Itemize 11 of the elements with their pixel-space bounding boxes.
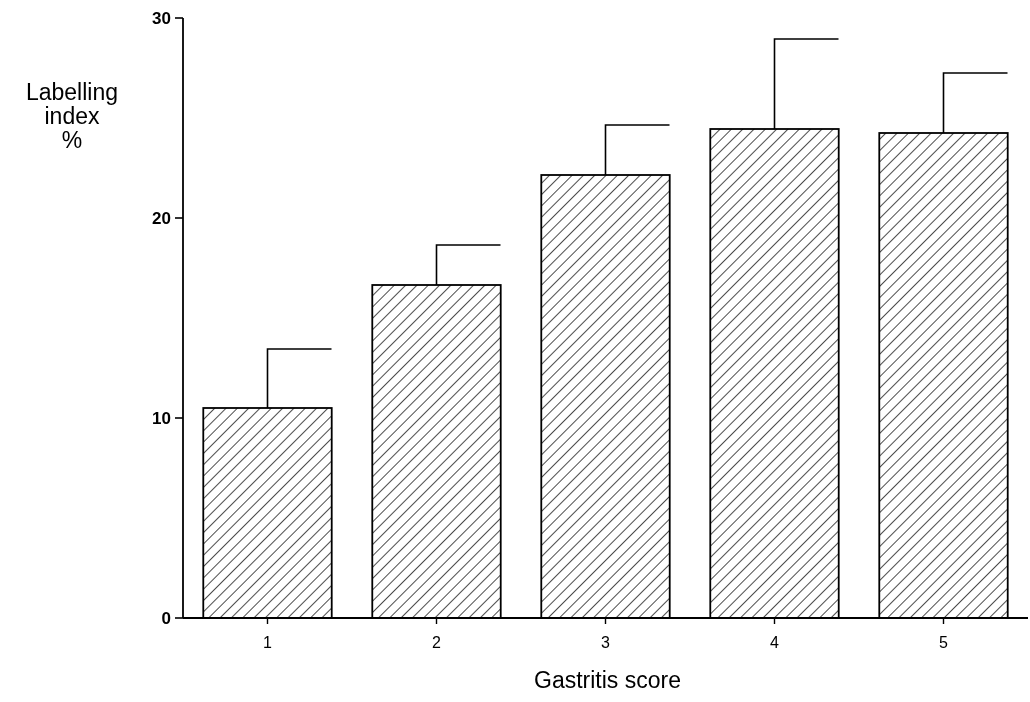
x-axis-title: Gastritis score (534, 667, 681, 693)
y-tick-label: 30 (152, 8, 171, 28)
y-tick-label: 20 (152, 208, 171, 228)
x-tick-label: 1 (263, 634, 273, 651)
x-tick-label: 4 (770, 634, 780, 651)
x-tick-label: 2 (432, 634, 442, 651)
y-tick-label: 0 (161, 608, 171, 628)
x-tick-label: 3 (601, 634, 611, 651)
y-tick-label: 10 (152, 408, 171, 428)
y-axis-title: Labelling index % (25, 79, 119, 153)
x-tick-label: 5 (939, 634, 949, 651)
